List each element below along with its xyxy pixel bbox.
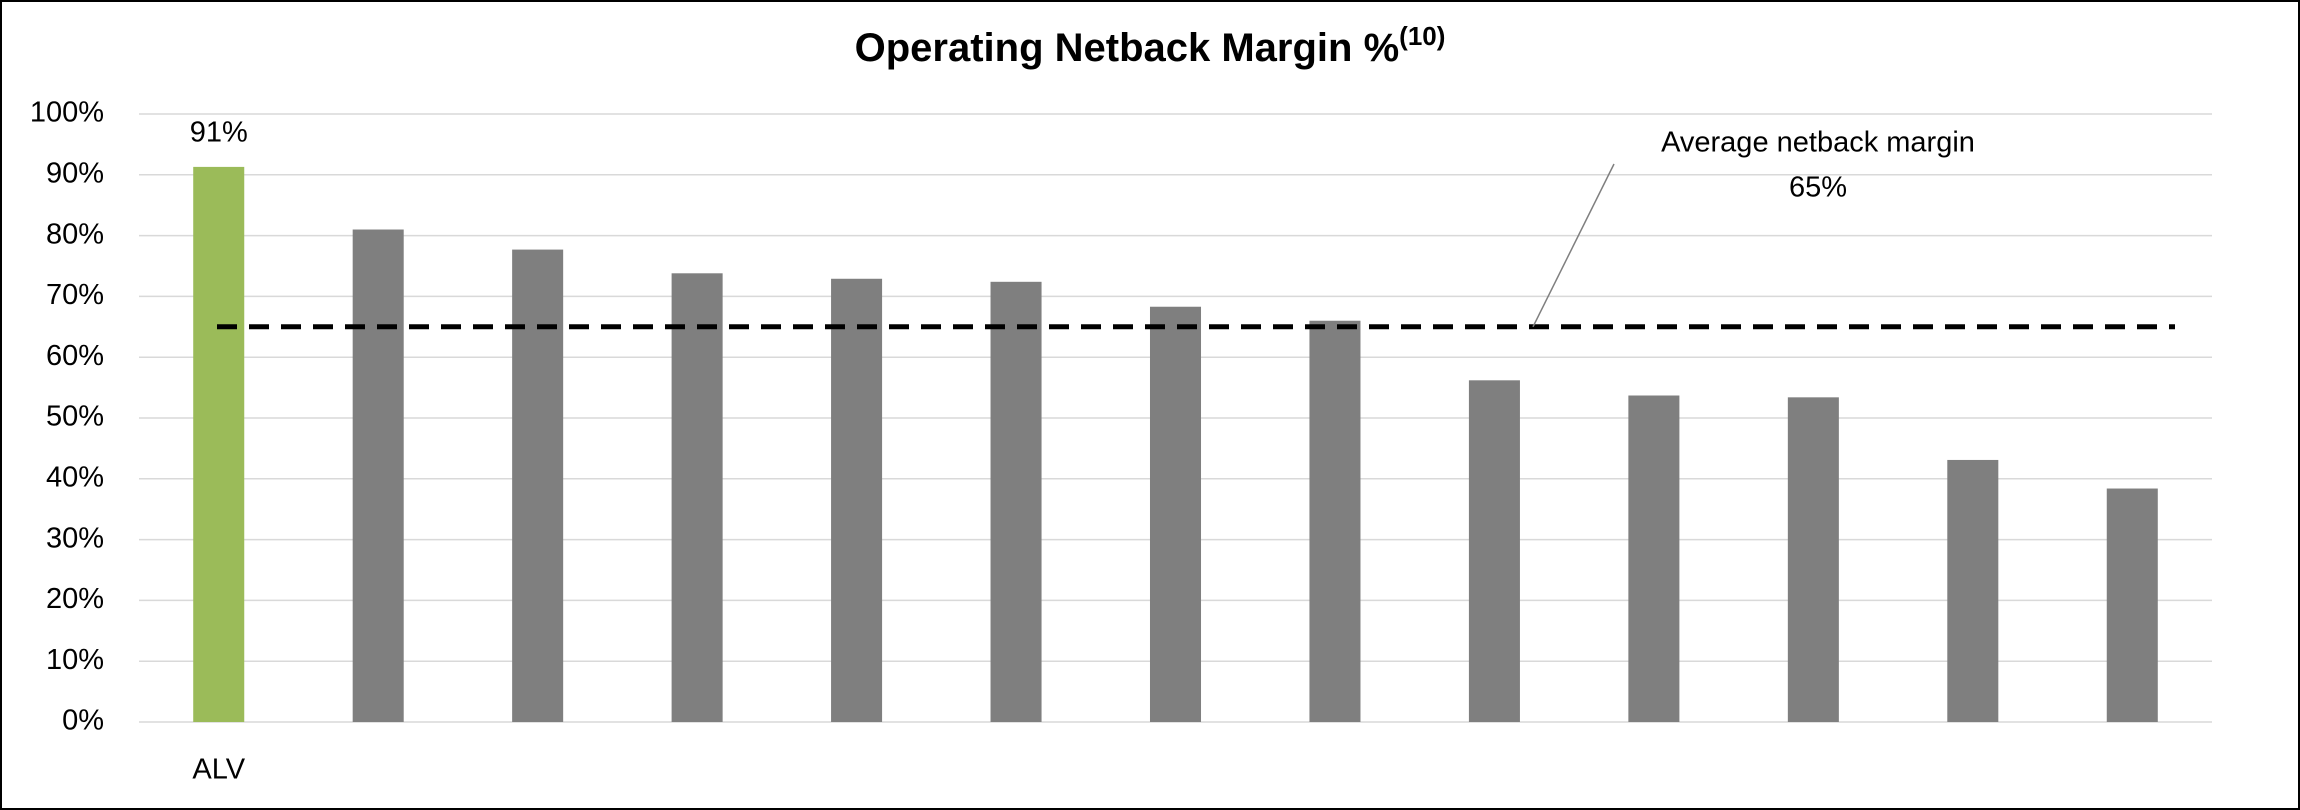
- bar: [1787, 397, 1839, 722]
- bar: [193, 166, 245, 722]
- bar: [671, 273, 723, 722]
- chart-title: Operating Netback Margin %(10): [855, 21, 1446, 70]
- bar: [1628, 395, 1680, 722]
- y-tick-label: 20%: [46, 583, 104, 615]
- bar: [1149, 306, 1202, 722]
- y-tick-label: 40%: [46, 461, 104, 493]
- bar: [1309, 320, 1361, 722]
- bar: [990, 281, 1042, 722]
- x-tick-label: ALV: [192, 754, 245, 786]
- annotation-label: Average netback margin: [1661, 127, 1975, 159]
- y-tick-label: 100%: [30, 97, 104, 129]
- bar: [1947, 459, 1999, 722]
- y-tick-label: 80%: [46, 218, 104, 250]
- chart-title-text: Operating Netback Margin %: [855, 26, 1400, 70]
- annotation-leader: [1532, 163, 1615, 328]
- bar: [352, 229, 404, 722]
- y-tick-label: 70%: [46, 279, 104, 311]
- y-tick-label: 60%: [46, 340, 104, 372]
- bar: [2106, 488, 2158, 722]
- y-tick-label: 10%: [46, 644, 104, 676]
- y-tick-label: 0%: [62, 705, 104, 737]
- bar: [1468, 380, 1520, 722]
- y-tick-label: 30%: [46, 522, 104, 554]
- chart-title-superscript: (10): [1399, 21, 1445, 51]
- y-tick-label: 50%: [46, 401, 104, 433]
- y-tick-label: 90%: [46, 157, 104, 189]
- annotation-value: 65%: [1789, 172, 1847, 204]
- value-label: 91%: [190, 117, 248, 149]
- bar: [512, 249, 564, 723]
- bar: [831, 278, 883, 722]
